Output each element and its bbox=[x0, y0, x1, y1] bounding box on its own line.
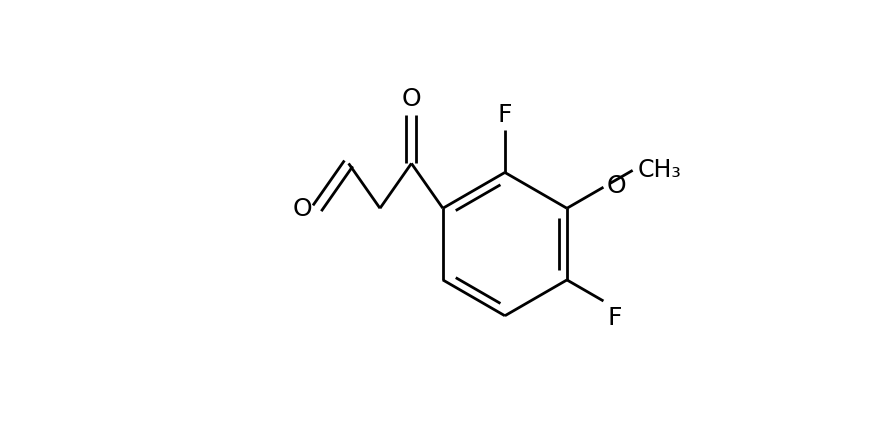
Text: O: O bbox=[607, 174, 626, 198]
Text: F: F bbox=[497, 103, 513, 127]
Text: O: O bbox=[292, 197, 312, 221]
Text: F: F bbox=[607, 305, 622, 329]
Text: CH₃: CH₃ bbox=[638, 158, 682, 182]
Text: O: O bbox=[401, 86, 421, 111]
